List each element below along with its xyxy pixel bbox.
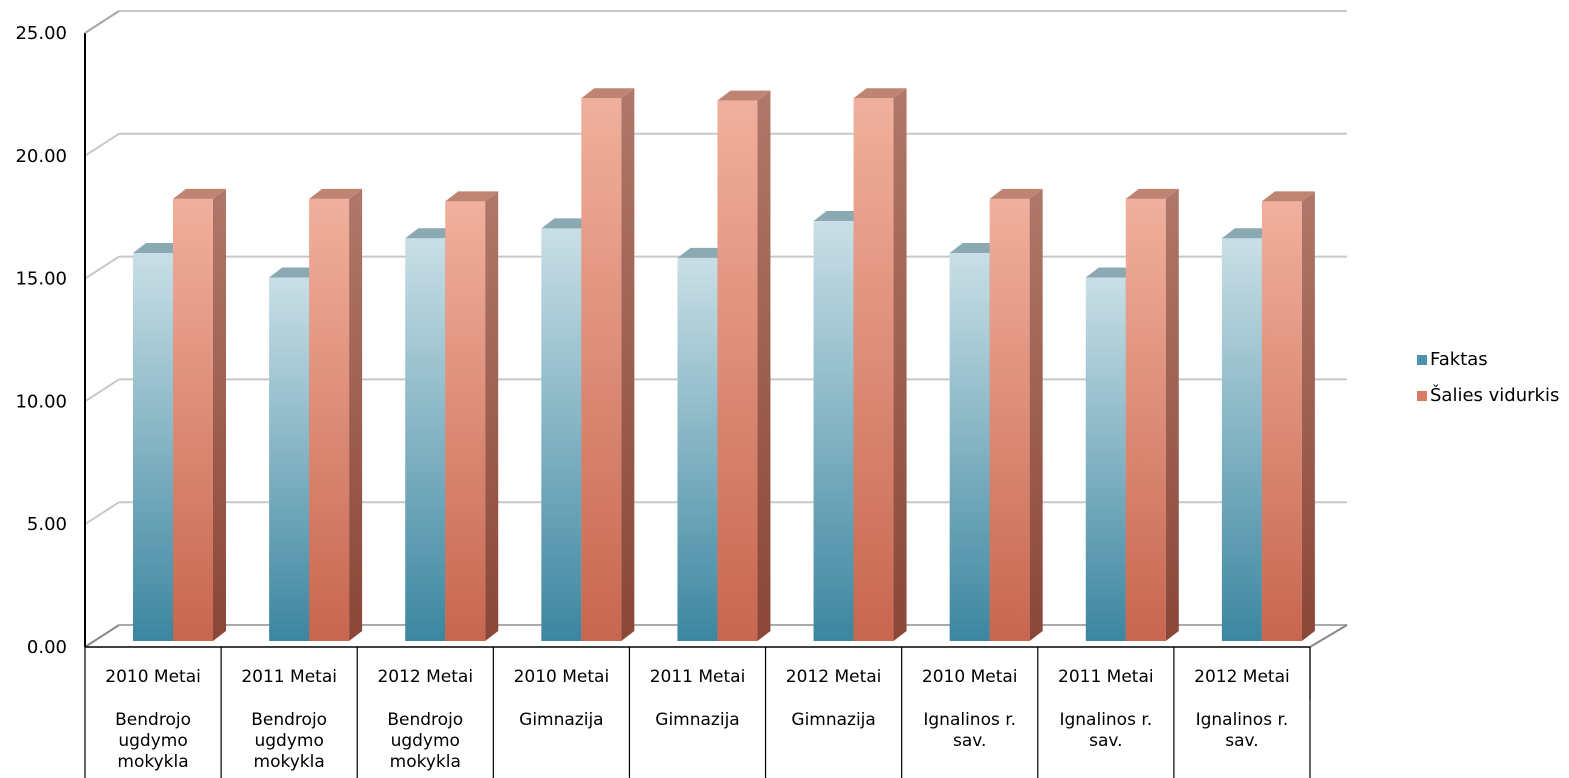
bar-top (813, 211, 867, 222)
bar-faktas (1085, 277, 1126, 641)
category-year-label: 2011 Metai (241, 667, 337, 687)
category-group-label: Ignalinos r. (1059, 710, 1152, 730)
bar-faktas (405, 238, 446, 641)
category-group-label: Bendrojo (115, 710, 191, 730)
category-year-label: 2012 Metai (377, 667, 473, 687)
y-axis-top-edge (84, 10, 120, 34)
legend-label: Faktas (1430, 349, 1488, 370)
bar-top (269, 267, 323, 278)
category-year-label: 2010 Metai (922, 667, 1018, 687)
bar-side (621, 88, 635, 641)
bar-salies-vidurkis (445, 201, 486, 641)
bar-top (541, 218, 595, 229)
bar-faktas (949, 252, 990, 641)
category-group-label: mokykla (254, 752, 325, 772)
category-year-label: 2011 Metai (1058, 667, 1154, 687)
gridline-diagonal (84, 255, 120, 280)
gridline-diagonal (84, 378, 120, 403)
bar-faktas (677, 257, 718, 641)
category-group-label: Ignalinos r. (1196, 710, 1289, 730)
bar-top (1261, 191, 1315, 202)
bar-salies-vidurkis (173, 198, 213, 642)
bar-top (989, 188, 1043, 199)
category-group-label: sav. (1089, 731, 1122, 751)
y-tick-label: 0.00 (27, 637, 67, 658)
bars (133, 88, 1315, 642)
bar-salies-vidurkis (1125, 198, 1166, 642)
bar-top (309, 188, 363, 199)
bar-faktas (541, 228, 582, 641)
bar-faktas (1221, 238, 1262, 641)
bar-top (173, 188, 226, 199)
bar-top (853, 88, 907, 99)
category-year-label: 2010 Metai (514, 667, 610, 687)
gridline-diagonal (84, 501, 120, 526)
y-tick-label: 20.00 (15, 146, 67, 167)
bar-top (1125, 188, 1179, 199)
category-group-label: mokykla (117, 752, 188, 772)
bar-side (349, 188, 363, 642)
category-group-label: ugdymo (254, 731, 323, 751)
bar-top (949, 242, 1003, 253)
bar-top (133, 242, 186, 253)
category-year-label: 2012 Metai (786, 667, 882, 687)
bar-top (405, 228, 459, 239)
bar-top (445, 191, 499, 202)
bar-top (1221, 228, 1275, 239)
bar-top (677, 247, 731, 258)
bar-faktas (269, 277, 310, 641)
bar-faktas (133, 252, 173, 641)
bar-side (757, 90, 771, 642)
bar-salies-vidurkis (581, 98, 622, 641)
category-group-label: Bendrojo (251, 710, 327, 730)
bar-side (485, 191, 499, 641)
category-group-label: sav. (953, 731, 986, 751)
bar-side (213, 188, 226, 642)
category-group-label: sav. (1225, 731, 1258, 751)
bar-salies-vidurkis (989, 198, 1030, 642)
bar-side (1301, 191, 1315, 641)
floor-left-edge (84, 624, 120, 648)
category-group-label: Gimnazija (655, 710, 739, 730)
category-year-label: 2011 Metai (650, 667, 746, 687)
y-tick-label: 25.00 (15, 23, 67, 44)
bar-salies-vidurkis (853, 98, 894, 641)
y-tick-label: 15.00 (15, 269, 67, 290)
bar-side (893, 88, 907, 641)
floor-right-edge (1309, 624, 1348, 648)
category-year-label: 2012 Metai (1194, 667, 1290, 687)
bar-salies-vidurkis (309, 198, 350, 642)
bar-side (1165, 188, 1179, 642)
category-group-label: ugdymo (391, 731, 460, 751)
legend-swatch (1417, 391, 1427, 401)
category-group-label: ugdymo (118, 731, 187, 751)
legend-swatch (1417, 355, 1427, 365)
category-group-label: Gimnazija (519, 710, 603, 730)
bar-top (581, 88, 635, 99)
category-group-label: Gimnazija (791, 710, 875, 730)
legend: Faktas Šalies vidurkis (1417, 349, 1559, 406)
bar-salies-vidurkis (1261, 201, 1302, 641)
category-group-label: Bendrojo (387, 710, 463, 730)
gridline-diagonal (84, 132, 120, 157)
bar-side (1029, 188, 1043, 642)
category-group-label: Ignalinos r. (923, 710, 1016, 730)
bar-faktas (813, 221, 854, 642)
y-tick-label: 5.00 (27, 514, 67, 535)
y-tick-label: 10.00 (15, 391, 67, 412)
bar-salies-vidurkis (717, 100, 758, 642)
category-group-label: mokykla (390, 752, 461, 772)
legend-label: Šalies vidurkis (1430, 384, 1559, 406)
bar-top (717, 90, 771, 101)
category-year-label: 2010 Metai (105, 667, 201, 687)
bar-top (1085, 267, 1139, 278)
